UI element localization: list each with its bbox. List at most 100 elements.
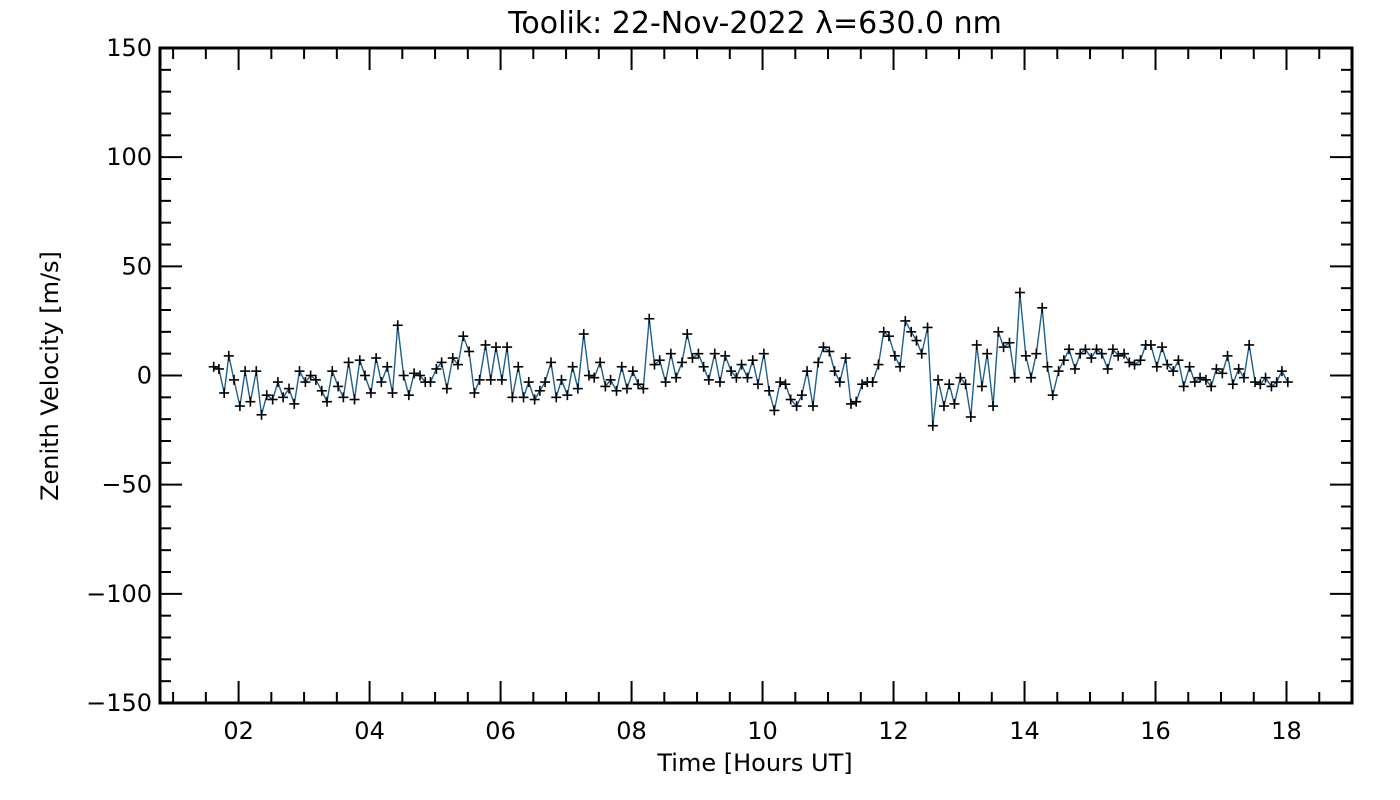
data-point xyxy=(458,331,469,342)
data-point xyxy=(333,381,344,392)
data-point xyxy=(807,401,818,412)
data-point xyxy=(1222,350,1233,361)
data-point xyxy=(802,366,813,377)
data-point xyxy=(1145,339,1156,350)
data-point xyxy=(616,361,627,372)
data-point xyxy=(1096,348,1107,359)
data-point xyxy=(933,374,944,385)
data-point xyxy=(1053,366,1064,377)
data-point xyxy=(944,379,955,390)
data-point xyxy=(1266,381,1277,392)
data-point xyxy=(971,339,982,350)
data-point xyxy=(1009,372,1020,383)
data-point xyxy=(1091,344,1102,355)
data-point xyxy=(976,381,987,392)
data-point xyxy=(791,401,802,412)
data-point xyxy=(464,346,475,357)
y-tick-label: 50 xyxy=(121,252,152,280)
x-tick-label: 12 xyxy=(878,717,909,745)
data-point xyxy=(993,326,1004,337)
data-point xyxy=(556,374,567,385)
data-point xyxy=(382,361,393,372)
data-point xyxy=(1271,377,1282,388)
data-point xyxy=(922,322,933,333)
data-point xyxy=(327,366,338,377)
data-point xyxy=(883,331,894,342)
data-point xyxy=(829,366,840,377)
y-tick-label: −150 xyxy=(86,689,152,717)
series-line xyxy=(213,292,1289,426)
data-point xyxy=(278,392,289,403)
data-point xyxy=(474,374,485,385)
data-point xyxy=(1162,359,1173,370)
data-point xyxy=(240,366,251,377)
data-point xyxy=(392,320,403,331)
data-point xyxy=(720,350,731,361)
data-point xyxy=(425,377,436,388)
data-point xyxy=(251,366,262,377)
data-point xyxy=(1178,381,1189,392)
data-point xyxy=(638,383,649,394)
data-point xyxy=(747,355,758,366)
data-point xyxy=(1119,348,1130,359)
data-point xyxy=(965,411,976,422)
data-point xyxy=(359,370,370,381)
data-point xyxy=(900,315,911,326)
data-point xyxy=(567,361,578,372)
data-point xyxy=(818,342,829,353)
data-point xyxy=(1004,337,1015,348)
data-point xyxy=(289,398,300,409)
data-point xyxy=(1195,372,1206,383)
data-point xyxy=(605,374,616,385)
data-point xyxy=(540,377,551,388)
data-point xyxy=(284,383,295,394)
data-point xyxy=(365,387,376,398)
y-tick-label: 150 xyxy=(106,34,152,62)
data-point xyxy=(562,390,573,401)
data-point xyxy=(949,398,960,409)
chart-title: Toolik: 22-Nov-2022 λ=630.0 nm xyxy=(507,6,1002,41)
data-point xyxy=(496,374,507,385)
data-point xyxy=(736,359,747,370)
data-point xyxy=(1217,368,1228,379)
data-point xyxy=(490,342,501,353)
data-point xyxy=(911,335,922,346)
data-point xyxy=(742,372,753,383)
data-point xyxy=(338,392,349,403)
data-point xyxy=(316,385,327,396)
data-point xyxy=(234,401,245,412)
data-point xyxy=(709,348,720,359)
data-point xyxy=(867,377,878,388)
data-point xyxy=(873,359,884,370)
data-point xyxy=(1135,355,1146,366)
data-point xyxy=(1058,355,1069,366)
data-point xyxy=(354,355,365,366)
data-point xyxy=(780,379,791,390)
data-point xyxy=(851,396,862,407)
plot-area xyxy=(208,287,1293,431)
data-point xyxy=(1107,344,1118,355)
data-point xyxy=(300,377,311,388)
data-point xyxy=(731,372,742,383)
data-point xyxy=(665,348,676,359)
data-point xyxy=(523,377,534,388)
data-point xyxy=(1075,348,1086,359)
data-point xyxy=(834,377,845,388)
data-point xyxy=(387,387,398,398)
x-tick-label: 16 xyxy=(1140,717,1171,745)
data-point xyxy=(660,377,671,388)
data-point xyxy=(415,370,426,381)
data-point xyxy=(927,420,938,431)
data-point xyxy=(644,313,655,324)
data-point xyxy=(1014,287,1025,298)
data-point xyxy=(1206,381,1217,392)
data-point xyxy=(785,394,796,405)
data-point xyxy=(513,361,524,372)
x-tick-label: 04 xyxy=(354,717,385,745)
data-point xyxy=(633,379,644,390)
x-tick-label: 18 xyxy=(1271,717,1302,745)
data-point xyxy=(272,377,283,388)
data-point xyxy=(1080,344,1091,355)
y-tick-label: 0 xyxy=(137,362,152,390)
data-point xyxy=(208,361,219,372)
